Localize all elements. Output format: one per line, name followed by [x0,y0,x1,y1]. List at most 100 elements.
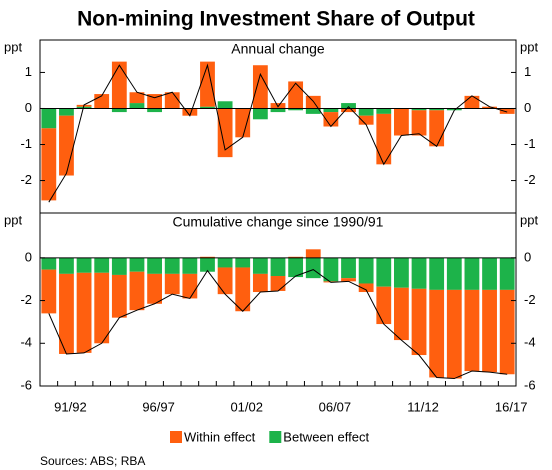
bar [59,115,74,176]
bar [482,257,497,290]
bar [376,286,392,325]
bar [41,257,57,270]
bar [429,108,445,111]
bar [376,257,392,287]
y-tick-label: 1 [25,64,32,79]
bar [252,108,268,120]
bar [394,287,409,341]
y2-tick-label: -2 [524,172,536,187]
bar [252,257,268,274]
bar [182,108,198,116]
bar [446,108,462,111]
bar [252,273,268,293]
y-tick-label: -6 [20,377,32,392]
x-tick-label: 16/17 [495,399,528,414]
bar [358,115,374,125]
unit-left: ppt [4,212,22,227]
total-line [48,269,508,380]
bar [235,257,251,268]
bar [270,276,286,291]
y2-tick-label: -6 [524,377,536,392]
bar [182,273,198,299]
y2-tick-label: -4 [524,335,536,350]
bar [59,108,74,116]
legend-swatch [269,431,282,443]
bar [305,257,321,279]
chart-title: Non-mining Investment Share of Output [77,8,475,31]
bar [464,257,480,290]
bar [111,274,127,318]
unit-left: ppt [4,39,22,54]
bar [376,113,392,165]
bar [129,92,145,104]
unit-right: ppt [520,212,538,227]
bar [76,272,92,353]
bar [164,92,180,109]
bar [41,269,57,314]
bar [482,106,497,109]
bar [411,257,427,289]
bar [499,289,515,375]
bar [358,257,374,284]
bar [59,273,74,354]
bar [76,257,92,273]
bar [341,257,356,279]
bar [358,108,374,116]
bar [111,61,127,109]
bar [200,256,215,258]
bar [200,61,215,107]
bar [147,108,162,113]
bar [464,95,480,109]
y-tick-label: -2 [20,292,32,307]
bar [446,257,462,290]
bar [288,257,304,278]
bar [217,101,233,109]
bar [464,289,480,372]
bar [288,108,304,111]
y-tick-label: 0 [25,249,32,264]
bar [341,103,356,109]
bar [305,108,321,114]
bar [217,257,233,268]
bar [270,108,286,113]
panel-subtitle: Annual change [231,41,325,57]
bar [446,289,462,379]
x-tick-label: 06/07 [319,399,352,414]
bar [270,257,286,277]
bar [288,256,304,258]
legend-swatch [170,431,182,443]
panel-frame [39,39,517,214]
bar [305,95,321,109]
bar [164,273,180,295]
y2-tick-label: -1 [524,136,536,151]
bar [288,81,304,109]
y2-tick-label: 0 [524,249,531,264]
y-tick-label: -4 [20,335,32,350]
bar [111,257,127,275]
bar [341,278,356,282]
x-tick-label: 01/02 [230,399,263,414]
bar [182,257,198,274]
bar [200,257,215,272]
bar [323,108,339,113]
bar [41,108,57,129]
bar [235,108,251,138]
legend-label: Within effect [184,429,256,444]
bar [252,65,268,109]
bar [129,257,145,272]
y2-tick-label: 1 [524,64,531,79]
bar [147,257,162,274]
x-tick-label: 96/97 [142,399,175,414]
bar [394,108,409,136]
bar [59,257,74,274]
bar [129,103,145,109]
bar [147,273,162,304]
y2-tick-label: -2 [524,292,536,307]
bar [323,257,339,282]
bar [411,108,427,111]
bar [429,110,445,147]
bar [305,249,321,258]
bar [111,108,127,113]
bar [217,108,233,158]
